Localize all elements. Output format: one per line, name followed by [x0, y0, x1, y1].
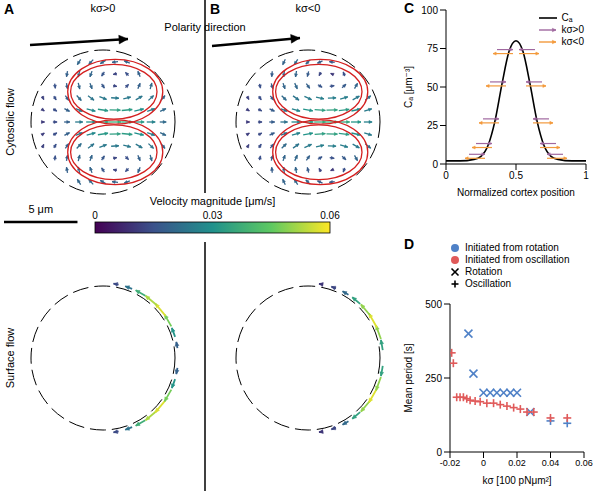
svg-text:0.06: 0.06 — [320, 210, 340, 221]
svg-text:0.06: 0.06 — [575, 458, 593, 468]
svg-text:kσ [100 pNμm²]: kσ [100 pNμm²] — [482, 475, 551, 486]
svg-text:0: 0 — [432, 159, 438, 170]
svg-text:Normalized cortex position: Normalized cortex position — [457, 187, 575, 198]
svg-text:0: 0 — [92, 210, 98, 221]
svg-text:0: 0 — [443, 170, 449, 181]
html-text:kσ>0: kσ>0 — [561, 24, 584, 35]
svg-text:100: 100 — [421, 5, 438, 16]
svg-text:kσ<0: kσ<0 — [296, 2, 321, 14]
svg-text:75: 75 — [427, 43, 439, 54]
svg-text:Cₐ [μm⁻³]: Cₐ [μm⁻³] — [403, 66, 414, 108]
svg-text:A: A — [4, 1, 14, 17]
svg-text:Cytosolic flow: Cytosolic flow — [4, 88, 16, 155]
svg-text:0.5: 0.5 — [509, 170, 523, 181]
svg-text:B: B — [210, 1, 220, 17]
svg-text:Mean period [s]: Mean period [s] — [403, 343, 414, 412]
svg-text:Velocity magnitude [μm/s]: Velocity magnitude [μm/s] — [150, 195, 276, 207]
svg-text:0.02: 0.02 — [508, 458, 526, 468]
svg-text:5 μm: 5 μm — [28, 203, 53, 215]
html-text:Rotation: Rotation — [465, 266, 503, 277]
svg-text:0.04: 0.04 — [542, 458, 560, 468]
html-text:Oscillation: Oscillation — [465, 278, 512, 289]
svg-text:-0.02: -0.02 — [440, 458, 461, 468]
html-text:Initiated from oscillation: Initiated from oscillation — [465, 254, 570, 265]
svg-text:0: 0 — [436, 447, 442, 458]
html-text:C: C — [404, 0, 415, 16]
html-text:D: D — [404, 236, 415, 252]
html-text:Initiated from rotation: Initiated from rotation — [465, 242, 559, 253]
svg-text:Polarity direction: Polarity direction — [164, 21, 245, 33]
html-text:Cₐ: Cₐ — [561, 12, 573, 23]
svg-text:0: 0 — [481, 458, 486, 468]
svg-text:50: 50 — [427, 82, 439, 93]
svg-text:0.03: 0.03 — [203, 210, 223, 221]
svg-text:kσ>0: kσ>0 — [91, 2, 116, 14]
svg-text:250: 250 — [425, 373, 442, 384]
svg-text:500: 500 — [425, 299, 442, 310]
svg-text:Surface flow: Surface flow — [4, 328, 16, 389]
html-text:kσ<0: kσ<0 — [561, 36, 584, 47]
svg-text:1: 1 — [583, 170, 589, 181]
svg-text:25: 25 — [427, 120, 439, 131]
